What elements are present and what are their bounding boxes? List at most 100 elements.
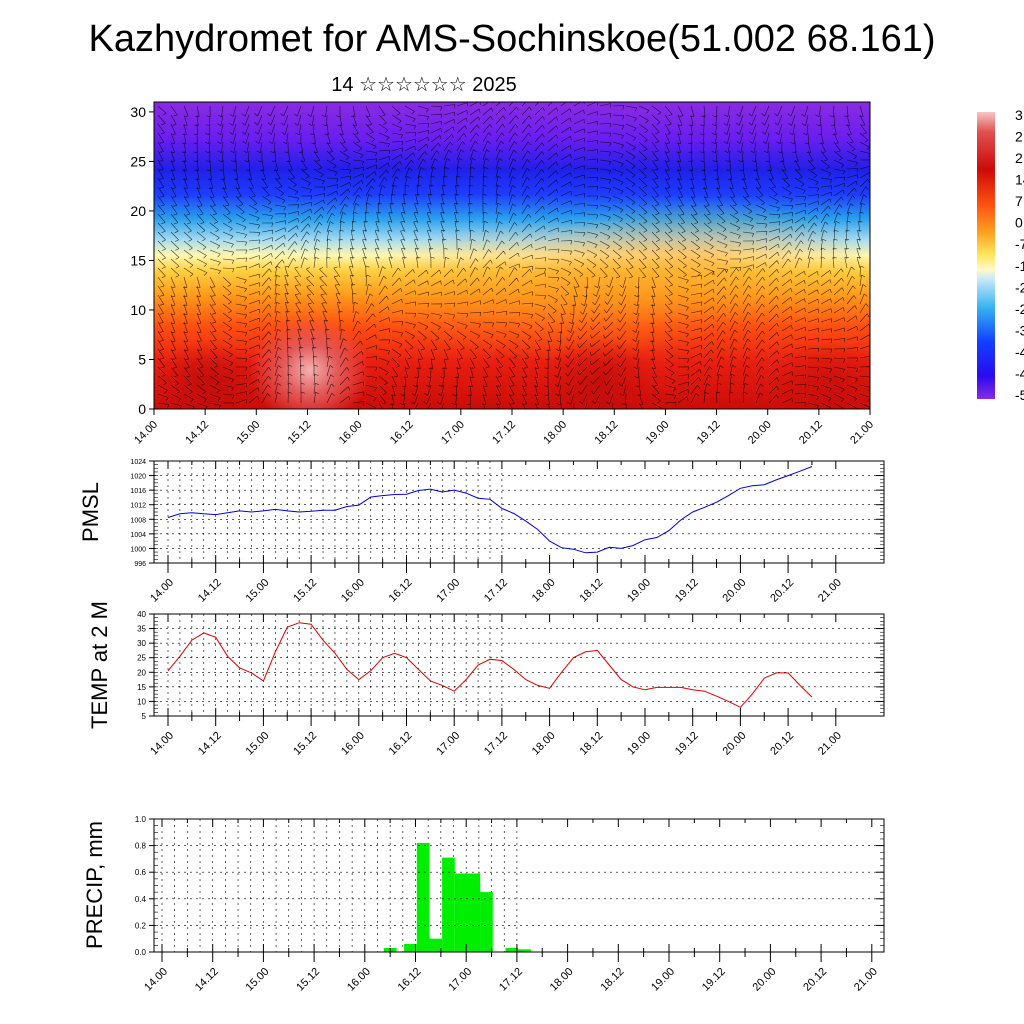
heatmap-x-tick-label: 14.00 (132, 419, 160, 447)
heatmap-y-tick-label: 25 (130, 153, 146, 169)
x-tick-label: 15.12 (291, 730, 319, 758)
colorbar-label: -5 (1015, 387, 1024, 403)
x-tick-label: 17.00 (446, 966, 474, 994)
x-tick-label: 19.12 (700, 966, 728, 994)
heatmap-x-tick-label: 18.00 (541, 419, 569, 447)
heatmap-y-tick-label: 30 (130, 104, 146, 120)
x-tick-label: 21.00 (852, 966, 880, 994)
x-tick-label: 20.12 (768, 577, 796, 605)
precip-bar (480, 892, 493, 952)
x-tick-label: 18.12 (577, 730, 605, 758)
heatmap-x-tick-label: 14.12 (183, 419, 211, 447)
x-tick-label: 20.00 (721, 577, 749, 605)
y-tick-label: 35 (137, 625, 146, 634)
x-tick-label: 19.12 (673, 730, 701, 758)
heatmap-x-tick-label: 15.12 (286, 419, 314, 447)
temp-series-line (167, 622, 813, 708)
x-tick-label: 16.00 (339, 577, 367, 605)
y-tick-label: 1024 (130, 459, 146, 466)
x-tick-label: 14.12 (196, 577, 224, 605)
x-tick-label: 18.12 (577, 577, 605, 605)
y-tick-label: 1.0 (135, 815, 147, 824)
x-tick-label: 17.00 (434, 730, 462, 758)
temp-y-axis: 5 10 15 20 25 30 35 40 (137, 610, 884, 721)
heatmap-x-tick-label: 17.00 (439, 419, 467, 447)
x-tick-label: 16.12 (387, 730, 415, 758)
x-tick-label: 15.00 (244, 966, 272, 994)
y-tick-label: 20 (137, 668, 146, 677)
colorbar-label: 0 (1015, 215, 1023, 231)
temp-x-axis: 14.00 14.12 15.00 15.12 16.00 16.12 17.00 17.12… (148, 614, 844, 758)
page-subtitle: 14 ☆☆☆☆☆☆ 2025 (331, 74, 517, 96)
x-tick-label: 18.00 (530, 730, 558, 758)
x-tick-label: 20.12 (768, 730, 796, 758)
heatmap-y-tick-label: 15 (130, 252, 146, 268)
x-tick-label: 18.12 (598, 966, 626, 994)
y-tick-label: 1004 (130, 532, 146, 539)
colorbar-label: -3 (1015, 322, 1024, 338)
y-tick-label: 1012 (130, 503, 146, 510)
x-tick-label: 14.00 (142, 966, 170, 994)
y-tick-label: 10 (137, 697, 146, 706)
colorbar-label: 14 (1015, 172, 1024, 188)
y-tick-label: 0.6 (135, 868, 147, 877)
x-tick-label: 15.12 (294, 966, 322, 994)
x-tick-label: 19.00 (625, 577, 653, 605)
colorbar-label: 2 (1015, 129, 1023, 145)
heatmap-dark-spot-3 (770, 340, 870, 409)
pmsl-x-axis: 14.00 14.12 15.00 15.12 16.00 16.12 17.00 17.12… (148, 461, 844, 605)
heatmap-x-tick-label: 20.12 (797, 419, 825, 447)
x-tick-label: 17.12 (497, 966, 525, 994)
x-tick-label: 16.00 (339, 730, 367, 758)
x-tick-label: 14.12 (196, 730, 224, 758)
pmsl-series-line (167, 466, 813, 554)
heatmap-x-tick-label: 16.12 (388, 419, 416, 447)
precip-bar (454, 873, 468, 952)
y-tick-label: 0.0 (135, 948, 147, 957)
precip-bar (518, 949, 531, 952)
temp-frame (153, 613, 885, 717)
x-tick-label: 20.00 (721, 730, 749, 758)
x-tick-label: 15.12 (291, 577, 319, 605)
heatmap-x-tick-label: 18.12 (592, 419, 620, 447)
x-tick-label: 17.12 (482, 730, 510, 758)
precip-bars (383, 842, 531, 952)
heatmap-y-tick-label: 20 (130, 203, 146, 219)
heatmap-y-tick-label: 5 (138, 351, 146, 367)
heatmap-y-tick-label: 10 (130, 302, 146, 318)
colorbar-label: -2 (1015, 301, 1024, 317)
precip-bar (404, 944, 417, 952)
heatmap-field (154, 102, 870, 409)
pmsl-y-axis: 996 1000 1004 1008 1012 1016 1020 1024 (130, 459, 884, 568)
heatmap-panel: 0 5 10 15 20 25 30 14.00 14.12 15.00 15.12 16.00 16… (130, 101, 876, 447)
x-tick-label: 16.12 (387, 577, 415, 605)
heatmap-x-tick-label: 16.00 (337, 419, 365, 447)
x-tick-label: 16.12 (396, 966, 424, 994)
heatmap-x-tick-label: 17.12 (490, 419, 518, 447)
colorbar-scale (977, 112, 995, 399)
y-tick-label: 25 (137, 654, 146, 663)
precip-bar (442, 857, 455, 952)
y-tick-label: 1008 (130, 517, 146, 524)
heatmap-x-tick-label: 19.00 (644, 419, 672, 447)
precip-panel: PRECIP, mm 0.0 0.2 0.4 0.6 0.8 1.0 14.00 14.12… (82, 815, 885, 994)
y-tick-label: 40 (137, 610, 146, 619)
y-tick-label: 30 (137, 639, 146, 648)
pmsl-grid (167, 461, 503, 563)
x-tick-label: 18.00 (530, 577, 558, 605)
pmsl-frame (153, 460, 885, 564)
x-tick-label: 21.00 (816, 730, 844, 758)
x-tick-label: 14.00 (148, 730, 176, 758)
y-tick-label: 15 (137, 683, 146, 692)
y-tick-label: 0.2 (135, 921, 147, 930)
heatmap-x-tick-label: 15.00 (234, 419, 262, 447)
precip-y-axis: 0.0 0.2 0.4 0.6 0.8 1.0 (135, 815, 884, 957)
colorbar-label: 3 (1015, 107, 1023, 123)
temp-panel: TEMP at 2 M 5 10 15 20 25 30 35 40 14.00 14.12 15… (87, 601, 885, 758)
precip-bar (467, 873, 481, 952)
heatmap-x-tick-label: 19.12 (695, 419, 723, 447)
colorbar: 3 2 2 14 7 0 -7 -1 -2 -2 -3 -4 -4 -5 (977, 107, 1024, 403)
y-tick-label: 5 (142, 712, 147, 721)
x-tick-label: 21.00 (816, 577, 844, 605)
